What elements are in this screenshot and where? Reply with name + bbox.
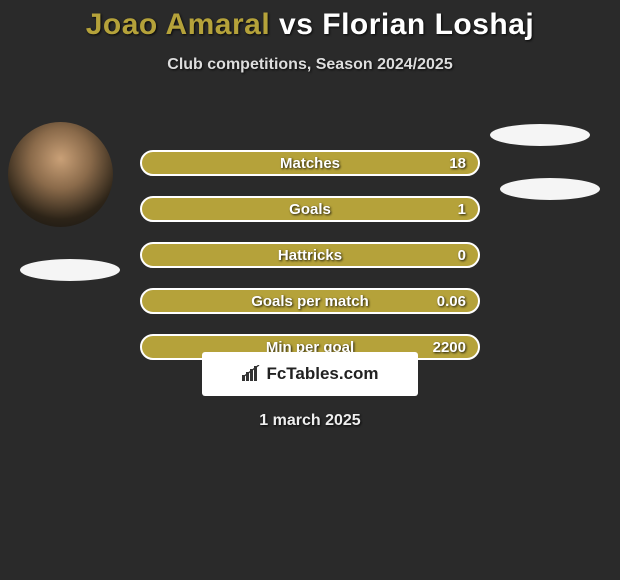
stat-bar-goals-per-match: Goals per match 0.06 [140,288,480,314]
vs-separator: vs [279,8,313,41]
stat-label: Goals [142,198,478,220]
stat-value: 1 [458,198,466,220]
subtitle: Club competitions, Season 2024/2025 [0,56,620,74]
player1-name: Joao Amaral [86,8,270,41]
player2-team-pill [500,178,600,200]
player2-name: Florian Loshaj [322,8,534,41]
stat-bar-goals: Goals 1 [140,196,480,222]
brand-watermark: FcTables.com [202,352,418,396]
stat-bar-hattricks: Hattricks 0 [140,242,480,268]
stat-label: Matches [142,152,478,174]
stat-value: 0 [458,244,466,266]
stat-value: 0.06 [437,290,466,312]
player1-avatar [8,122,113,227]
stat-bars: Matches 18 Goals 1 Hattricks 0 Goals per… [140,150,480,380]
stat-label: Goals per match [142,290,478,312]
bar-chart-icon [241,365,261,383]
stat-label: Hattricks [142,244,478,266]
stat-value: 18 [449,152,466,174]
brand-text: FcTables.com [266,364,378,384]
player2-avatar-placeholder [490,124,590,146]
snapshot-date: 1 march 2025 [0,412,620,430]
comparison-title: Joao Amaral vs Florian Loshaj [0,0,620,42]
stat-bar-matches: Matches 18 [140,150,480,176]
player1-team-pill [20,259,120,281]
stat-value: 2200 [433,336,466,358]
